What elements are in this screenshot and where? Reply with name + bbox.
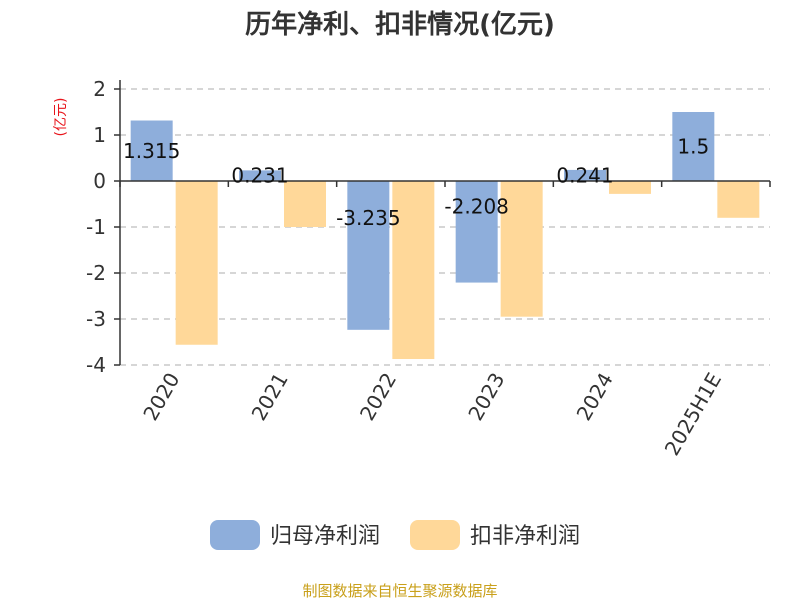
x-tick-label: 2023 — [463, 369, 509, 425]
bar-2022-net-profit[interactable] — [347, 181, 390, 330]
y-tick-label: -4 — [86, 353, 106, 377]
x-tick-group: 2022 — [355, 369, 401, 425]
x-tick-label: 2020 — [138, 369, 184, 425]
axes — [114, 80, 771, 366]
bar-2021-deducted-net-profit[interactable] — [284, 181, 326, 227]
bar-2022-deducted-net-profit[interactable] — [392, 181, 435, 360]
legend-label[interactable]: 归母净利润 — [270, 524, 380, 549]
legend-swatch[interactable] — [210, 520, 260, 550]
x-tick-group: 2024 — [572, 369, 618, 425]
y-tick-label: -3 — [86, 307, 106, 331]
source-note: 制图数据来自恒生聚源数据库 — [302, 582, 497, 600]
data-labels: 1.315 0.231 -3.235 -2.208 0.241 1.5 — [123, 135, 709, 231]
x-tick-label: 2021 — [247, 369, 293, 425]
x-tick-label: 2024 — [572, 369, 618, 425]
data-label: 1.5 — [677, 135, 709, 159]
bar-2025H1E-net-profit[interactable] — [672, 112, 715, 181]
y-tick-label: 1 — [93, 123, 106, 147]
y-tick-label: -2 — [86, 261, 106, 285]
x-tick-labels: 2020 2021 2022 2023 2024 2025H1E — [138, 369, 726, 460]
data-label: -2.208 — [444, 194, 508, 218]
y-tick-label: 0 — [93, 169, 106, 193]
legend-swatch[interactable] — [410, 520, 460, 550]
legend[interactable]: 归母净利润 扣非净利润 — [210, 520, 580, 550]
chart-title: 历年净利、扣非情况(亿元) — [245, 9, 555, 40]
y-tick-labels: 2 1 0 -1 -2 -3 -4 — [86, 77, 106, 377]
y-tick-label: -1 — [86, 215, 106, 239]
x-tick-group: 2025H1E — [660, 369, 726, 460]
data-label: -3.235 — [336, 206, 400, 230]
x-tick-group: 2021 — [247, 369, 293, 425]
x-tick-label: 2025H1E — [660, 369, 726, 460]
bar-2024-net-profit[interactable] — [564, 169, 606, 181]
gridlines — [120, 88, 770, 366]
data-label: 0.231 — [231, 164, 288, 188]
x-tick-label: 2022 — [355, 369, 401, 425]
bar-2025H1E-deducted-net-profit[interactable] — [717, 181, 760, 218]
bar-2023-deducted-net-profit[interactable] — [500, 181, 543, 317]
bars — [130, 112, 760, 360]
bar-2020-net-profit[interactable] — [130, 120, 173, 181]
bar-2021-net-profit[interactable] — [239, 170, 281, 181]
x-tick-group: 2020 — [138, 369, 184, 425]
bar-2023-net-profit[interactable] — [455, 181, 498, 283]
data-label: 0.241 — [556, 163, 613, 187]
data-label: 1.315 — [123, 139, 180, 163]
bar-2020-deducted-net-profit[interactable] — [175, 181, 218, 345]
legend-label[interactable]: 扣非净利润 — [470, 524, 580, 549]
y-tick-label: 2 — [93, 77, 106, 101]
x-tick-group: 2023 — [463, 369, 509, 425]
y-axis-label: (亿元) — [53, 98, 69, 137]
bar-2024-deducted-net-profit[interactable] — [609, 181, 651, 194]
